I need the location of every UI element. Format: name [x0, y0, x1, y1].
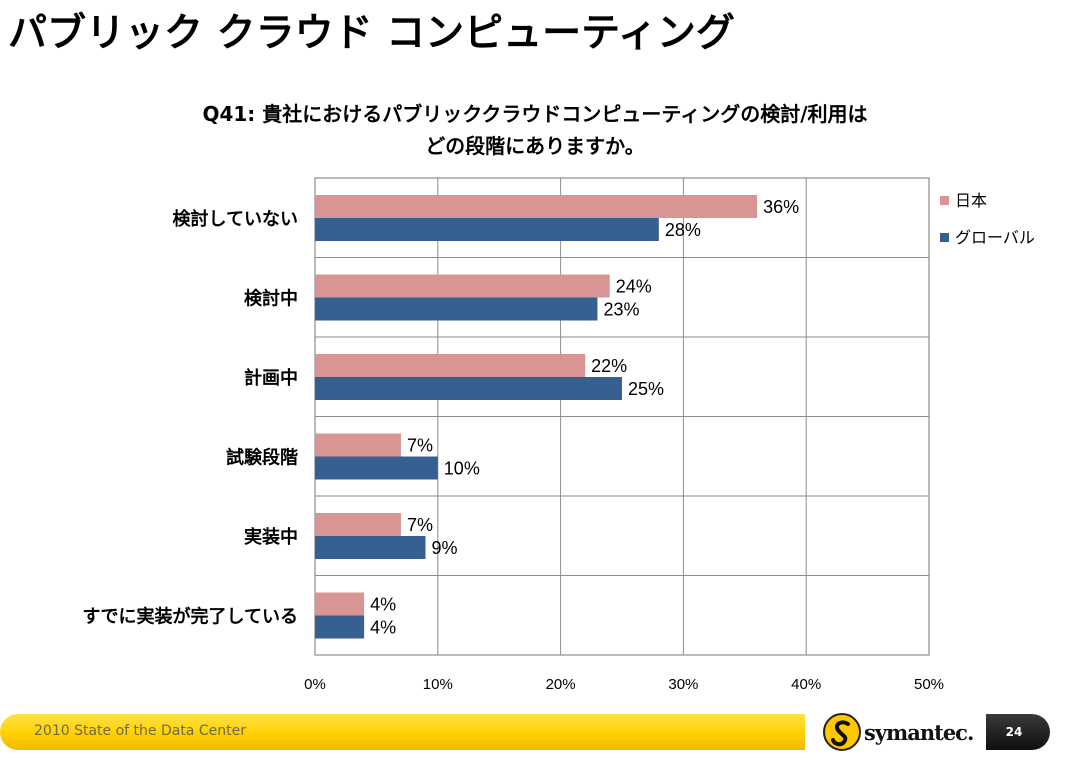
x-tick-label: 30% [668, 676, 698, 693]
chart-title-line-1: Q41: 貴社におけるパブリッククラウドコンピューティングの検討/利用は [202, 102, 868, 126]
data-label: 4% [370, 595, 396, 615]
x-tick-label: 40% [791, 676, 821, 693]
bar-japan [315, 354, 586, 377]
legend-label: グローバル [955, 228, 1035, 247]
bar-global [315, 377, 622, 400]
bar-japan [315, 274, 610, 298]
category-label: すでに実装が完了している [82, 605, 298, 627]
x-tick-label: 50% [914, 676, 944, 693]
bar-chart: 0% 10% 20% 30% 40% 50% 検討していない 36% 28% 検討中 24% 23% 計… [82, 177, 1035, 693]
data-label: 28% [665, 220, 701, 240]
data-label: 10% [444, 459, 480, 479]
bar-japan [315, 433, 401, 457]
data-label: 36% [763, 197, 799, 217]
x-tick-label: 0% [304, 676, 326, 693]
bar-global [315, 297, 598, 321]
chart-title-line-2: どの段階にありますか。 [425, 134, 645, 158]
chart-title: Q41: 貴社におけるパブリッククラウドコンピューティングの検討/利用は どの段… [150, 98, 920, 162]
page-number-box: 24 [986, 714, 1050, 750]
bar-global [315, 536, 426, 559]
page-number: 24 [1005, 725, 1023, 739]
category-label: 実装中 [244, 526, 298, 548]
data-label: 23% [603, 300, 639, 320]
slide-title: パブリック クラウド コンピューティング [8, 11, 735, 56]
x-tick-label: 10% [423, 676, 453, 693]
legend-swatch [940, 196, 949, 205]
data-label: 25% [628, 379, 664, 399]
data-label: 9% [432, 538, 458, 558]
bar-japan [315, 195, 758, 218]
bar-global [315, 456, 438, 480]
legend-swatch [940, 233, 949, 242]
brand-name: symantec. [864, 720, 974, 745]
data-label: 22% [591, 356, 627, 376]
category-label: 検討中 [244, 287, 298, 309]
data-label: 24% [616, 277, 652, 297]
bar-japan [315, 592, 365, 616]
data-label: 7% [407, 436, 433, 456]
x-tick-label: 20% [546, 676, 576, 693]
bar-global [315, 615, 365, 639]
brand-logo-mark-icon [823, 713, 861, 751]
category-label: 試験段階 [226, 446, 298, 468]
data-label: 7% [407, 515, 433, 535]
brand-logo: symantec. [822, 712, 974, 752]
data-label: 4% [370, 618, 396, 638]
bar-japan [315, 513, 401, 536]
footer-text: 2010 State of the Data Center [34, 723, 246, 739]
category-label: 検討していない [173, 208, 298, 230]
bar-global [315, 218, 659, 241]
footer-bar [0, 714, 805, 750]
legend-label: 日本 [955, 191, 987, 210]
category-label: 計画中 [244, 367, 298, 389]
